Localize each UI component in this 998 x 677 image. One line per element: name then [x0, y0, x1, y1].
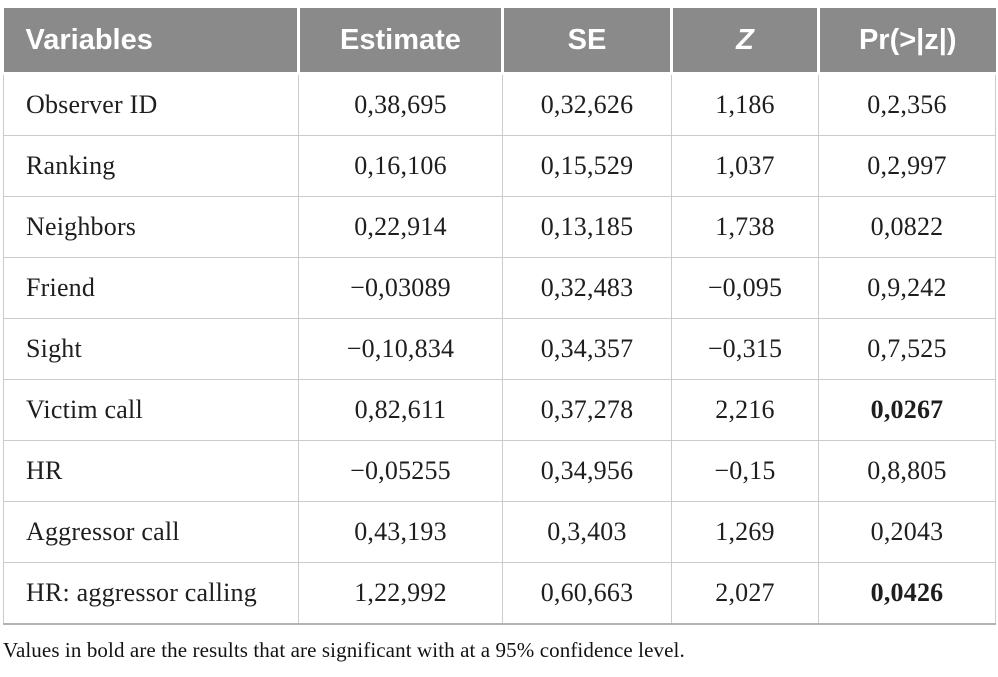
table-row: Aggressor call 0,43,193 0,3,403 1,269 0,2043: [3, 501, 996, 563]
table-header: Variables Estimate SE Z Pr(>|z|): [3, 8, 996, 75]
cell-p: 0,2,356: [818, 73, 996, 136]
cell-variable: HR: aggressor calling: [3, 562, 299, 625]
table-row: HR −0,05255 0,34,956 −0,15 0,8,805: [3, 440, 996, 502]
cell-p: 0,2,997: [818, 135, 996, 197]
cell-z: 2,027: [671, 562, 819, 625]
cell-z: 1,269: [671, 501, 819, 563]
cell-se: 0,60,663: [502, 562, 672, 625]
cell-estimate: 0,22,914: [298, 196, 503, 258]
cell-variable: Victim call: [3, 379, 299, 441]
cell-variable: Friend: [3, 257, 299, 319]
cell-se: 0,37,278: [502, 379, 672, 441]
table-row: Neighbors 0,22,914 0,13,185 1,738 0,0822: [3, 196, 996, 258]
cell-variable: HR: [3, 440, 299, 502]
cell-z: 1,037: [671, 135, 819, 197]
column-header-se: SE: [501, 8, 672, 75]
cell-se: 0,15,529: [502, 135, 672, 197]
cell-variable: Sight: [3, 318, 299, 380]
cell-estimate: 1,22,992: [298, 562, 503, 625]
column-header-estimate: Estimate: [297, 8, 503, 75]
cell-p: 0,0822: [818, 196, 996, 258]
cell-p: 0,9,242: [818, 257, 996, 319]
column-header-variables: Variables: [3, 8, 299, 75]
cell-estimate: −0,03089: [298, 257, 503, 319]
cell-variable: Observer ID: [3, 73, 299, 136]
cell-z: 1,186: [671, 73, 819, 136]
stats-table: Variables Estimate SE Z Pr(>|z|) Observer ID…: [3, 8, 996, 625]
table-header-row: Variables Estimate SE Z Pr(>|z|): [3, 8, 996, 75]
table-footnote: Values in bold are the results that are …: [3, 638, 685, 662]
cell-z: −0,315: [671, 318, 819, 380]
cell-se: 0,34,956: [502, 440, 672, 502]
column-header-z: Z: [670, 8, 819, 75]
cell-z: −0,15: [671, 440, 819, 502]
column-header-pr-z: Pr(>|z|): [817, 8, 996, 75]
cell-se: 0,13,185: [502, 196, 672, 258]
cell-estimate: 0,82,611: [298, 379, 503, 441]
cell-p: 0,2043: [818, 501, 996, 563]
cell-se: 0,32,626: [502, 73, 672, 136]
cell-p: 0,0426: [818, 562, 996, 625]
cell-z: 1,738: [671, 196, 819, 258]
cell-estimate: 0,38,695: [298, 73, 503, 136]
cell-estimate: −0,10,834: [298, 318, 503, 380]
cell-variable: Neighbors: [3, 196, 299, 258]
cell-p: 0,0267: [818, 379, 996, 441]
table-row: Observer ID 0,38,695 0,32,626 1,186 0,2,356: [3, 73, 996, 136]
table-row: Ranking 0,16,106 0,15,529 1,037 0,2,997: [3, 135, 996, 197]
cell-se: 0,32,483: [502, 257, 672, 319]
cell-z: 2,216: [671, 379, 819, 441]
cell-z: −0,095: [671, 257, 819, 319]
cell-se: 0,3,403: [502, 501, 672, 563]
cell-estimate: −0,05255: [298, 440, 503, 502]
table-row: Victim call 0,82,611 0,37,278 2,216 0,0267: [3, 379, 996, 441]
cell-estimate: 0,43,193: [298, 501, 503, 563]
cell-variable: Aggressor call: [3, 501, 299, 563]
cell-p: 0,7,525: [818, 318, 996, 380]
statistics-table-figure: Variables Estimate SE Z Pr(>|z|) Observer ID…: [3, 8, 996, 663]
cell-p: 0,8,805: [818, 440, 996, 502]
table-body: Observer ID 0,38,695 0,32,626 1,186 0,2,356 R…: [3, 73, 996, 625]
cell-estimate: 0,16,106: [298, 135, 503, 197]
table-row: HR: aggressor calling 1,22,992 0,60,663 2,0…: [3, 562, 996, 625]
cell-se: 0,34,357: [502, 318, 672, 380]
cell-variable: Ranking: [3, 135, 299, 197]
table-row: Friend −0,03089 0,32,483 −0,095 0,9,242: [3, 257, 996, 319]
table-row: Sight −0,10,834 0,34,357 −0,315 0,7,525: [3, 318, 996, 380]
